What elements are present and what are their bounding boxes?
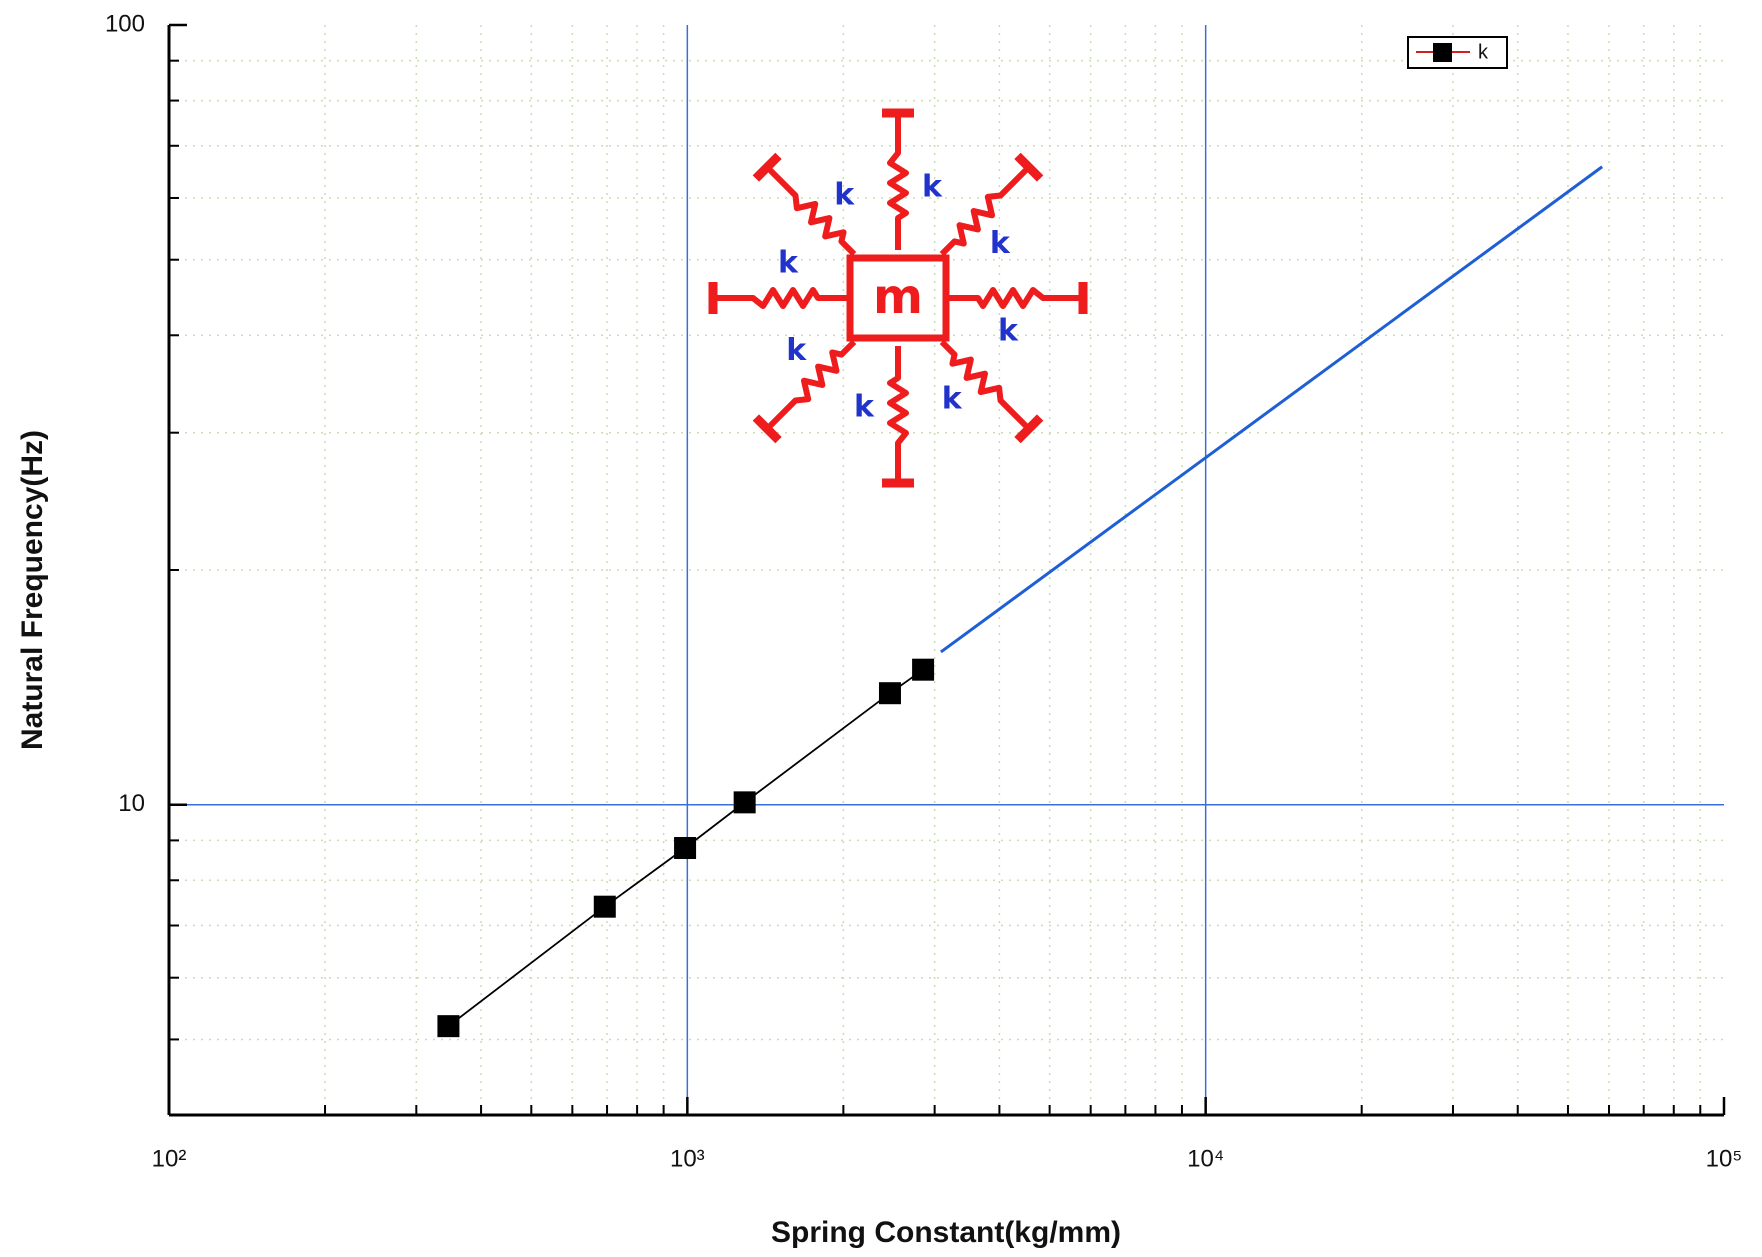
spring-label: k xyxy=(834,178,855,213)
x-tick-label: 10³ xyxy=(670,1145,705,1172)
spring-label: k xyxy=(990,226,1011,261)
spring-label: k xyxy=(942,381,963,416)
spring xyxy=(890,113,906,250)
spring-label: k xyxy=(922,170,943,205)
x-tick-label: 10² xyxy=(152,1145,187,1172)
data-point xyxy=(437,1015,459,1037)
spring-label: k xyxy=(998,314,1019,349)
data-point xyxy=(879,682,901,704)
y-tick-label: 10 xyxy=(118,790,145,817)
data-point xyxy=(594,896,616,918)
spring xyxy=(890,346,906,483)
chart: Spring Constant(kg/mm) Natural Frequency… xyxy=(0,0,1762,1257)
y-tick-label: 100 xyxy=(105,10,145,37)
mass-label: m xyxy=(873,269,923,325)
spring-label: k xyxy=(778,246,799,281)
spring-label: k xyxy=(854,390,875,425)
spring xyxy=(767,342,854,429)
data-point xyxy=(674,837,696,859)
spring-label: k xyxy=(786,333,807,368)
y-axis-title: Natural Frequency(Hz) xyxy=(16,430,49,750)
legend-marker xyxy=(1433,43,1452,62)
x-tick-label: 10⁵ xyxy=(1706,1145,1743,1172)
spring xyxy=(942,167,1029,254)
series-line xyxy=(941,167,1602,652)
data-point xyxy=(912,659,934,681)
x-axis-title: Spring Constant(kg/mm) xyxy=(771,1216,1121,1249)
spring xyxy=(713,290,850,306)
legend-label: k xyxy=(1478,41,1489,63)
x-tick-label: 10⁴ xyxy=(1187,1145,1224,1172)
data-point xyxy=(734,791,756,813)
spring xyxy=(946,290,1083,306)
